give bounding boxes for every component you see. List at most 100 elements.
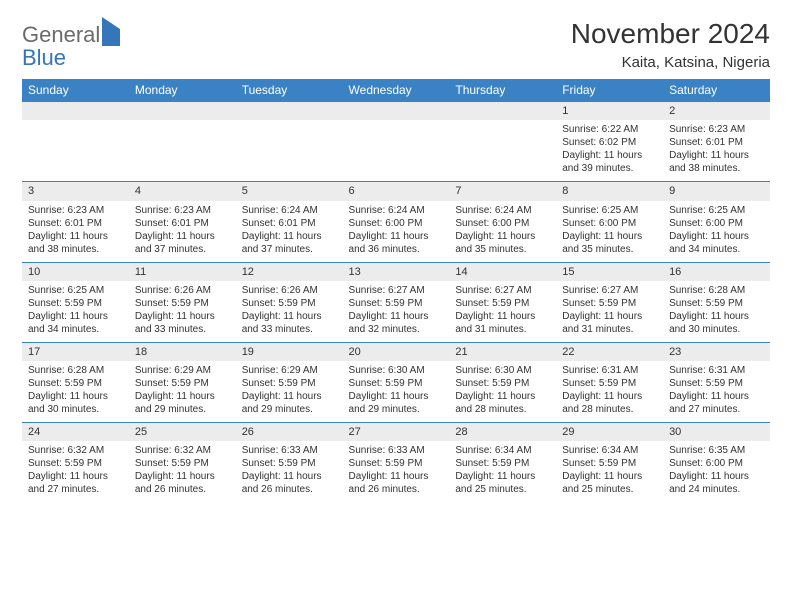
week-row: 3Sunrise: 6:23 AMSunset: 6:01 PMDaylight… (22, 182, 770, 262)
day-body: Sunrise: 6:27 AMSunset: 5:59 PMDaylight:… (449, 281, 556, 342)
month-title: November 2024 (571, 18, 770, 50)
daylight-text: Daylight: 11 hours and 33 minutes. (242, 310, 337, 336)
day-body: Sunrise: 6:33 AMSunset: 5:59 PMDaylight:… (343, 441, 450, 502)
week-row: 10Sunrise: 6:25 AMSunset: 5:59 PMDayligh… (22, 262, 770, 342)
day-body: Sunrise: 6:28 AMSunset: 5:59 PMDaylight:… (663, 281, 770, 342)
sunset-text: Sunset: 5:59 PM (455, 457, 550, 470)
day-number: 28 (449, 423, 556, 441)
sunset-text: Sunset: 6:00 PM (562, 217, 657, 230)
day-cell: 5Sunrise: 6:24 AMSunset: 6:01 PMDaylight… (236, 182, 343, 262)
day-cell: 8Sunrise: 6:25 AMSunset: 6:00 PMDaylight… (556, 182, 663, 262)
day-cell: 16Sunrise: 6:28 AMSunset: 5:59 PMDayligh… (663, 262, 770, 342)
day-body: Sunrise: 6:23 AMSunset: 6:01 PMDaylight:… (129, 201, 236, 262)
day-body: Sunrise: 6:32 AMSunset: 5:59 PMDaylight:… (129, 441, 236, 502)
title-block: November 2024 Kaita, Katsina, Nigeria (571, 18, 770, 71)
day-number: 18 (129, 343, 236, 361)
day-cell: 14Sunrise: 6:27 AMSunset: 5:59 PMDayligh… (449, 262, 556, 342)
sunset-text: Sunset: 5:59 PM (28, 377, 123, 390)
sunrise-text: Sunrise: 6:26 AM (135, 284, 230, 297)
day-number: 27 (343, 423, 450, 441)
day-number: 25 (129, 423, 236, 441)
day-cell (449, 102, 556, 182)
sunset-text: Sunset: 5:59 PM (242, 457, 337, 470)
day-body: Sunrise: 6:31 AMSunset: 5:59 PMDaylight:… (663, 361, 770, 422)
sunset-text: Sunset: 5:59 PM (562, 377, 657, 390)
sunset-text: Sunset: 6:00 PM (669, 217, 764, 230)
day-cell: 23Sunrise: 6:31 AMSunset: 5:59 PMDayligh… (663, 342, 770, 422)
day-body: Sunrise: 6:25 AMSunset: 5:59 PMDaylight:… (22, 281, 129, 342)
daylight-text: Daylight: 11 hours and 33 minutes. (135, 310, 230, 336)
dow-wednesday: Wednesday (343, 79, 450, 102)
daylight-text: Daylight: 11 hours and 25 minutes. (455, 470, 550, 496)
daylight-text: Daylight: 11 hours and 31 minutes. (455, 310, 550, 336)
day-cell: 4Sunrise: 6:23 AMSunset: 6:01 PMDaylight… (129, 182, 236, 262)
day-cell: 29Sunrise: 6:34 AMSunset: 5:59 PMDayligh… (556, 423, 663, 503)
day-body: Sunrise: 6:28 AMSunset: 5:59 PMDaylight:… (22, 361, 129, 422)
day-cell: 2Sunrise: 6:23 AMSunset: 6:01 PMDaylight… (663, 102, 770, 182)
sunrise-text: Sunrise: 6:33 AM (349, 444, 444, 457)
sunset-text: Sunset: 5:59 PM (242, 377, 337, 390)
day-body: Sunrise: 6:30 AMSunset: 5:59 PMDaylight:… (449, 361, 556, 422)
sunset-text: Sunset: 5:59 PM (135, 297, 230, 310)
sunrise-text: Sunrise: 6:34 AM (562, 444, 657, 457)
day-cell: 11Sunrise: 6:26 AMSunset: 5:59 PMDayligh… (129, 262, 236, 342)
day-cell: 26Sunrise: 6:33 AMSunset: 5:59 PMDayligh… (236, 423, 343, 503)
dow-sunday: Sunday (22, 79, 129, 102)
daylight-text: Daylight: 11 hours and 38 minutes. (28, 230, 123, 256)
daylight-text: Daylight: 11 hours and 26 minutes. (349, 470, 444, 496)
daylight-text: Daylight: 11 hours and 36 minutes. (349, 230, 444, 256)
day-cell: 1Sunrise: 6:22 AMSunset: 6:02 PMDaylight… (556, 102, 663, 182)
day-number: 5 (236, 182, 343, 200)
day-cell: 9Sunrise: 6:25 AMSunset: 6:00 PMDaylight… (663, 182, 770, 262)
day-cell: 6Sunrise: 6:24 AMSunset: 6:00 PMDaylight… (343, 182, 450, 262)
day-number: 21 (449, 343, 556, 361)
daylight-text: Daylight: 11 hours and 28 minutes. (455, 390, 550, 416)
sunset-text: Sunset: 5:59 PM (669, 377, 764, 390)
day-cell: 28 Sunrise: 6:34 AMSunset: 5:59 PMDayligh… (449, 423, 556, 503)
day-number (343, 102, 450, 120)
sunrise-text: Sunrise: 6:25 AM (669, 204, 764, 217)
day-of-week-row: Sunday Monday Tuesday Wednesday Thursday… (22, 79, 770, 102)
daylight-text: Daylight: 11 hours and 34 minutes. (28, 310, 123, 336)
daylight-text: Daylight: 11 hours and 27 minutes. (669, 390, 764, 416)
day-cell (236, 102, 343, 182)
sunrise-text: Sunrise: 6:29 AM (135, 364, 230, 377)
sunrise-text: Sunrise: 6:30 AM (455, 364, 550, 377)
day-body: Sunrise: 6:30 AMSunset: 5:59 PMDaylight:… (343, 361, 450, 422)
day-cell: 30Sunrise: 6:35 AMSunset: 6:00 PMDayligh… (663, 423, 770, 503)
day-cell: 15Sunrise: 6:27 AMSunset: 5:59 PMDayligh… (556, 262, 663, 342)
sunrise-text: Sunrise: 6:24 AM (242, 204, 337, 217)
sunset-text: Sunset: 6:01 PM (669, 136, 764, 149)
daylight-text: Daylight: 11 hours and 27 minutes. (28, 470, 123, 496)
day-number: 19 (236, 343, 343, 361)
day-cell (343, 102, 450, 182)
sunrise-text: Sunrise: 6:32 AM (28, 444, 123, 457)
day-body (449, 120, 556, 178)
sunrise-text: Sunrise: 6:34 AM (455, 444, 550, 457)
daylight-text: Daylight: 11 hours and 29 minutes. (349, 390, 444, 416)
day-body: Sunrise: 6:27 AMSunset: 5:59 PMDaylight:… (343, 281, 450, 342)
logo: General Blue (22, 18, 120, 70)
sunset-text: Sunset: 6:00 PM (455, 217, 550, 230)
day-body: Sunrise: 6:29 AMSunset: 5:59 PMDaylight:… (129, 361, 236, 422)
day-body: Sunrise: 6:25 AMSunset: 6:00 PMDaylight:… (556, 201, 663, 262)
day-cell: 3Sunrise: 6:23 AMSunset: 6:01 PMDaylight… (22, 182, 129, 262)
daylight-text: Daylight: 11 hours and 35 minutes. (562, 230, 657, 256)
sunset-text: Sunset: 6:01 PM (28, 217, 123, 230)
day-cell: 17Sunrise: 6:28 AMSunset: 5:59 PMDayligh… (22, 342, 129, 422)
day-number: 8 (556, 182, 663, 200)
sunrise-text: Sunrise: 6:31 AM (669, 364, 764, 377)
dow-monday: Monday (129, 79, 236, 102)
sunrise-text: Sunrise: 6:22 AM (562, 123, 657, 136)
sunrise-text: Sunrise: 6:35 AM (669, 444, 764, 457)
day-body: Sunrise: 6:24 AMSunset: 6:00 PMDaylight:… (449, 201, 556, 262)
daylight-text: Daylight: 11 hours and 31 minutes. (562, 310, 657, 336)
day-cell: 13Sunrise: 6:27 AMSunset: 5:59 PMDayligh… (343, 262, 450, 342)
sunrise-text: Sunrise: 6:29 AM (242, 364, 337, 377)
daylight-text: Daylight: 11 hours and 29 minutes. (242, 390, 337, 416)
day-body: Sunrise: 6:24 AMSunset: 6:01 PMDaylight:… (236, 201, 343, 262)
daylight-text: Daylight: 11 hours and 34 minutes. (669, 230, 764, 256)
daylight-text: Daylight: 11 hours and 30 minutes. (669, 310, 764, 336)
day-body (22, 120, 129, 178)
calendar-table: Sunday Monday Tuesday Wednesday Thursday… (22, 79, 770, 502)
